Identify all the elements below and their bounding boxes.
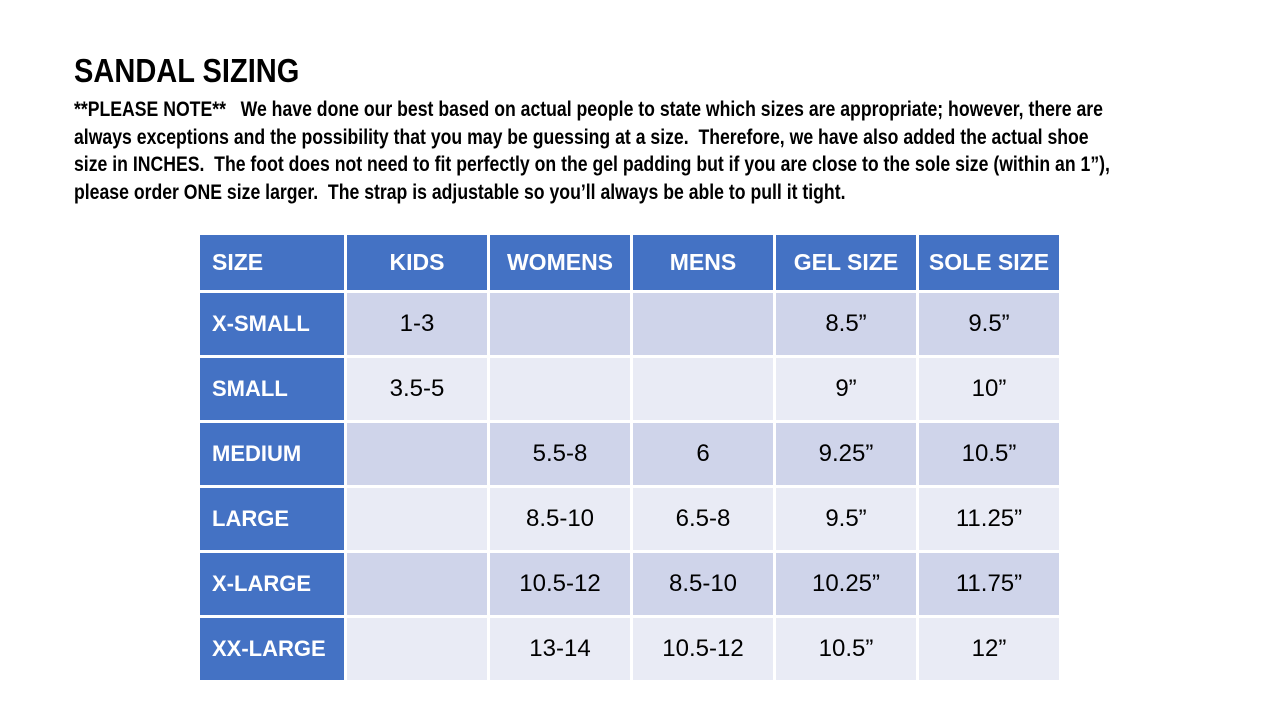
table-cell: 10.5” [776, 618, 916, 680]
note-line: size in INCHES. The foot does not need t… [74, 153, 1110, 176]
header-row: SIZE KIDS WOMENS MENS GEL SIZE SOLE SIZE [200, 235, 1059, 290]
table-cell: 10.5-12 [490, 553, 630, 615]
table-cell: 10.25” [776, 553, 916, 615]
table-cell: 8.5” [776, 293, 916, 355]
table-cell [633, 358, 773, 420]
table-cell: 3.5-5 [347, 358, 487, 420]
table-cell [633, 293, 773, 355]
table-row: SMALL 3.5-5 9” 10” [200, 358, 1059, 420]
table-cell [347, 618, 487, 680]
note-line: always exceptions and the possibility th… [74, 125, 1089, 149]
table-cell: 10” [919, 358, 1059, 420]
table-cell [347, 553, 487, 615]
column-header-gel-size: GEL SIZE [776, 235, 916, 290]
table-cell: 11.75” [919, 553, 1059, 615]
row-label: LARGE [200, 488, 344, 550]
note-line: **PLEASE NOTE** We have done our best ba… [74, 98, 1103, 121]
table-cell: 9” [776, 358, 916, 420]
table-cell: 12” [919, 618, 1059, 680]
table-row: MEDIUM 5.5-8 6 9.25” 10.5” [200, 423, 1059, 485]
table-row: LARGE 8.5-10 6.5-8 9.5” 11.25” [200, 488, 1059, 550]
table-cell: 10.5” [919, 423, 1059, 485]
row-label: X-LARGE [200, 553, 344, 615]
sizing-table: SIZE KIDS WOMENS MENS GEL SIZE SOLE SIZE… [197, 232, 1062, 683]
row-label: XX-LARGE [200, 618, 344, 680]
table-cell: 8.5-10 [633, 553, 773, 615]
row-label: MEDIUM [200, 423, 344, 485]
table-cell: 9.5” [776, 488, 916, 550]
table-cell [347, 423, 487, 485]
table-cell [490, 358, 630, 420]
table-cell: 13-14 [490, 618, 630, 680]
table-cell: 1-3 [347, 293, 487, 355]
table-cell: 6.5-8 [633, 488, 773, 550]
table-cell: 10.5-12 [633, 618, 773, 680]
table-cell: 8.5-10 [490, 488, 630, 550]
table-cell: 9.5” [919, 293, 1059, 355]
table-row: XX-LARGE 13-14 10.5-12 10.5” 12” [200, 618, 1059, 680]
table-cell: 5.5-8 [490, 423, 630, 485]
table-cell: 9.25” [776, 423, 916, 485]
table-cell [490, 293, 630, 355]
row-label: X-SMALL [200, 293, 344, 355]
column-header-sole-size: SOLE SIZE [919, 235, 1059, 290]
column-header-kids: KIDS [347, 235, 487, 290]
note-line: please order ONE size larger. The strap … [74, 180, 846, 204]
table-cell [347, 488, 487, 550]
note-paragraph: **PLEASE NOTE** We have done our best ba… [74, 96, 1280, 206]
table-row: X-SMALL 1-3 8.5” 9.5” [200, 293, 1059, 355]
table-cell: 6 [633, 423, 773, 485]
row-label: SMALL [200, 358, 344, 420]
column-header-mens: MENS [633, 235, 773, 290]
table-row: X-LARGE 10.5-12 8.5-10 10.25” 11.75” [200, 553, 1059, 615]
column-header-womens: WOMENS [490, 235, 630, 290]
column-header-size: SIZE [200, 235, 344, 290]
table-cell: 11.25” [919, 488, 1059, 550]
page-title: SANDAL SIZING [74, 52, 300, 89]
